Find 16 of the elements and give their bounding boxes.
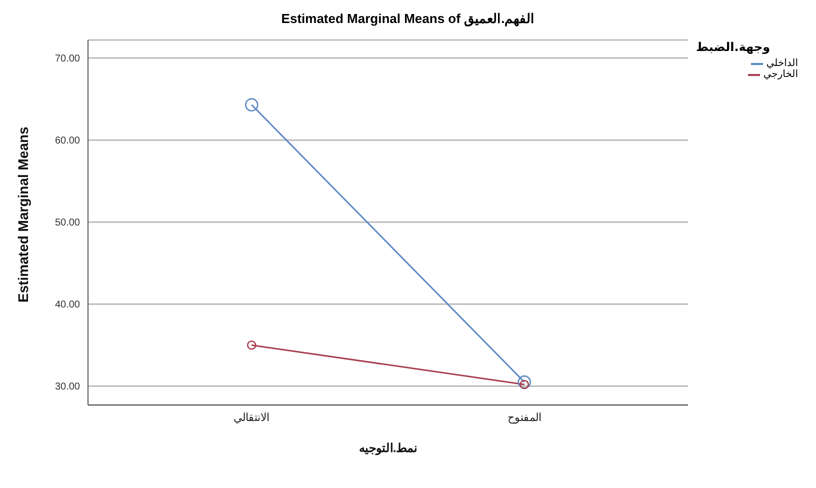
legend-label: الداخلي xyxy=(766,58,798,69)
x-tick-label: المفتوح xyxy=(507,412,542,424)
x-axis-title: نمط.التوجيه xyxy=(358,441,418,456)
y-tick-label: 70.00 xyxy=(54,54,80,65)
legend-title: وجهة.الضبط xyxy=(696,40,772,54)
y-tick-label: 60.00 xyxy=(54,136,80,147)
y-tick-label: 30.00 xyxy=(54,382,80,393)
y-tick-label: 50.00 xyxy=(54,218,80,229)
y-tick-label: 40.00 xyxy=(54,300,80,311)
point xyxy=(246,340,256,350)
x-tick-label: الانتقالي xyxy=(234,412,270,424)
point xyxy=(518,375,532,389)
point xyxy=(244,98,258,112)
y-axis-title: Estimated Marginal Means xyxy=(14,126,31,302)
chart-title: Estimated Marginal Means of الفهم.العميق xyxy=(280,10,536,28)
legend-label: الخارجي xyxy=(763,69,798,80)
